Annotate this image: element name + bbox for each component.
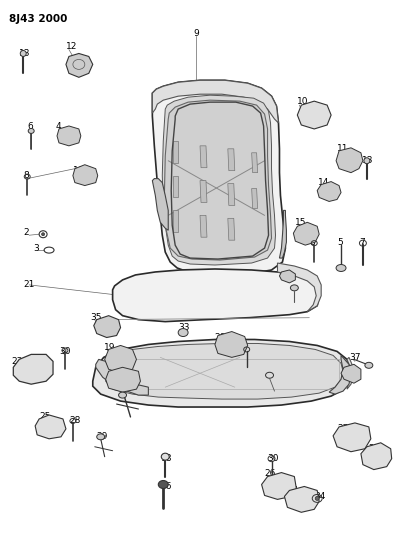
Text: 6: 6 bbox=[27, 123, 33, 132]
Text: 3: 3 bbox=[33, 244, 39, 253]
Text: 31: 31 bbox=[242, 343, 253, 352]
Ellipse shape bbox=[97, 434, 104, 440]
Ellipse shape bbox=[161, 453, 169, 460]
Polygon shape bbox=[252, 153, 258, 173]
Polygon shape bbox=[13, 354, 53, 384]
Polygon shape bbox=[284, 487, 319, 512]
Ellipse shape bbox=[365, 362, 373, 368]
Polygon shape bbox=[164, 100, 271, 260]
Polygon shape bbox=[104, 345, 136, 373]
Polygon shape bbox=[96, 359, 148, 395]
Polygon shape bbox=[200, 181, 207, 203]
Polygon shape bbox=[57, 126, 81, 146]
Text: 5: 5 bbox=[337, 238, 343, 247]
Text: 38: 38 bbox=[106, 365, 117, 374]
Polygon shape bbox=[173, 141, 178, 163]
Text: 10: 10 bbox=[297, 96, 309, 106]
Polygon shape bbox=[317, 182, 341, 201]
Ellipse shape bbox=[315, 496, 319, 500]
Text: 22: 22 bbox=[121, 393, 132, 401]
Polygon shape bbox=[173, 211, 178, 232]
Text: 13: 13 bbox=[362, 156, 373, 165]
Text: 7: 7 bbox=[359, 238, 364, 247]
Text: 28: 28 bbox=[69, 416, 80, 425]
Text: 23: 23 bbox=[11, 357, 23, 366]
Polygon shape bbox=[152, 80, 286, 274]
Polygon shape bbox=[347, 357, 354, 389]
Polygon shape bbox=[361, 443, 392, 470]
Text: 4: 4 bbox=[56, 123, 62, 132]
Text: 8: 8 bbox=[23, 171, 29, 180]
Text: 12: 12 bbox=[66, 42, 77, 51]
Text: 36: 36 bbox=[160, 482, 172, 491]
Text: 16: 16 bbox=[73, 166, 84, 175]
Text: 19: 19 bbox=[104, 343, 115, 352]
Polygon shape bbox=[215, 332, 248, 357]
Text: 9: 9 bbox=[193, 29, 199, 38]
Text: 30: 30 bbox=[59, 347, 70, 356]
Text: 14: 14 bbox=[318, 178, 330, 187]
Ellipse shape bbox=[178, 328, 188, 336]
Ellipse shape bbox=[28, 128, 34, 133]
Text: 32: 32 bbox=[264, 367, 276, 376]
Polygon shape bbox=[106, 343, 343, 399]
Polygon shape bbox=[341, 365, 361, 383]
Text: 20: 20 bbox=[214, 333, 225, 342]
Ellipse shape bbox=[119, 392, 126, 398]
Text: 18: 18 bbox=[161, 454, 173, 463]
Text: 35: 35 bbox=[91, 313, 102, 322]
Text: 27: 27 bbox=[369, 444, 380, 453]
Text: 25: 25 bbox=[39, 413, 51, 422]
Polygon shape bbox=[336, 148, 363, 173]
Polygon shape bbox=[279, 211, 286, 258]
Polygon shape bbox=[113, 269, 319, 321]
Ellipse shape bbox=[158, 481, 168, 488]
Polygon shape bbox=[106, 367, 141, 392]
Polygon shape bbox=[297, 101, 331, 129]
Text: 2: 2 bbox=[23, 228, 29, 237]
Text: 11: 11 bbox=[337, 144, 349, 154]
Polygon shape bbox=[162, 95, 275, 265]
Polygon shape bbox=[152, 179, 168, 230]
Polygon shape bbox=[228, 219, 235, 240]
Text: 24: 24 bbox=[288, 486, 298, 495]
Text: 33: 33 bbox=[178, 323, 190, 332]
Ellipse shape bbox=[42, 233, 45, 236]
Ellipse shape bbox=[336, 264, 346, 271]
Text: 17: 17 bbox=[290, 280, 301, 289]
Polygon shape bbox=[173, 176, 178, 198]
Text: 27: 27 bbox=[337, 424, 348, 433]
Text: 8: 8 bbox=[309, 238, 315, 247]
Polygon shape bbox=[277, 263, 321, 312]
Polygon shape bbox=[228, 183, 235, 205]
Polygon shape bbox=[73, 165, 98, 185]
Text: 1: 1 bbox=[279, 265, 285, 274]
Polygon shape bbox=[35, 415, 66, 439]
Text: 26: 26 bbox=[264, 469, 276, 478]
Polygon shape bbox=[329, 356, 351, 394]
Ellipse shape bbox=[20, 51, 26, 56]
Text: 34: 34 bbox=[314, 492, 326, 501]
Polygon shape bbox=[200, 146, 207, 168]
Text: 15: 15 bbox=[295, 218, 307, 227]
Polygon shape bbox=[152, 80, 279, 123]
Polygon shape bbox=[262, 473, 296, 499]
Polygon shape bbox=[94, 316, 121, 337]
Text: 8J43 2000: 8J43 2000 bbox=[9, 14, 68, 24]
Polygon shape bbox=[93, 340, 351, 407]
Polygon shape bbox=[333, 423, 371, 452]
Polygon shape bbox=[279, 270, 295, 283]
Polygon shape bbox=[200, 215, 207, 237]
Text: 29: 29 bbox=[97, 432, 108, 441]
Text: 13: 13 bbox=[19, 49, 31, 58]
Ellipse shape bbox=[364, 158, 370, 164]
Polygon shape bbox=[66, 53, 93, 77]
Text: 21: 21 bbox=[23, 280, 34, 289]
Polygon shape bbox=[293, 222, 319, 245]
Ellipse shape bbox=[290, 285, 298, 291]
Text: 30: 30 bbox=[268, 454, 279, 463]
Text: 37: 37 bbox=[349, 353, 360, 362]
Polygon shape bbox=[252, 189, 258, 208]
Polygon shape bbox=[228, 149, 235, 171]
